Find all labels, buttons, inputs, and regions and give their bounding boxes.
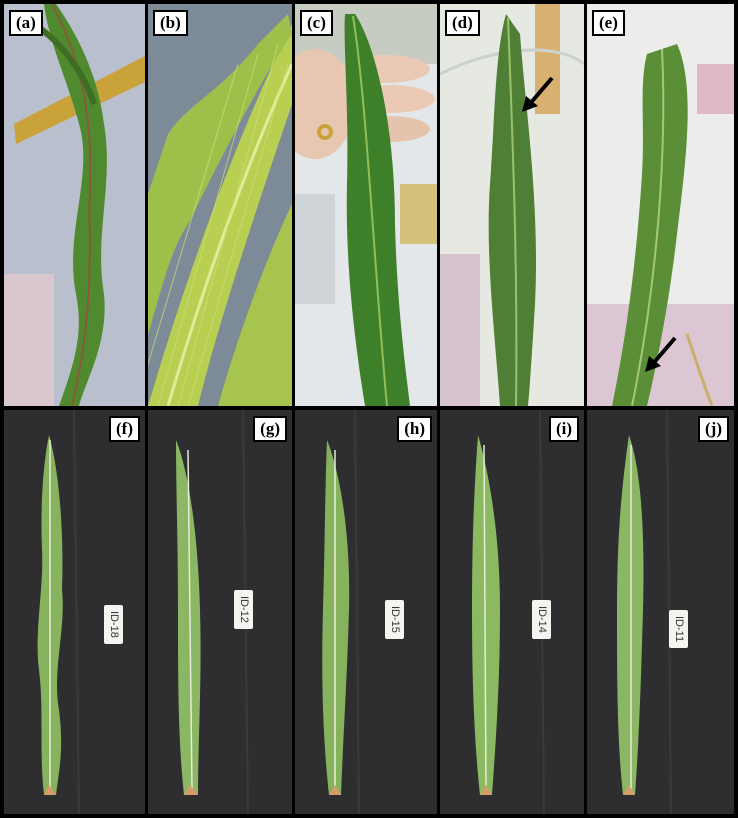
panel-i-photo: ID-14 (i) [440,410,584,814]
panel-label: (i) [548,416,579,442]
panel-label: (a) [9,10,43,36]
arrow-icon [645,336,677,372]
panel-label: (h) [397,416,432,442]
panel-h-photo: ID-15 (h) [295,410,437,814]
sample-id-tag: ID-15 [385,600,404,639]
panel-label: (f) [109,416,140,442]
leaf-photo [4,410,145,814]
leaf-photo [587,4,734,406]
leaf-photo [440,410,584,814]
panel-label: (c) [300,10,333,36]
panel-a-photo: (a) [4,4,145,406]
leaf-photo [148,4,292,406]
panel-c-photo: (c) [295,4,437,406]
leaf-photo [587,410,734,814]
sample-id-tag: ID-14 [532,600,551,639]
panel-e-photo: (e) [587,4,734,406]
leaf-photo [295,4,437,406]
arrow-icon [522,76,554,112]
panel-j-photo: ID-11 (j) [587,410,734,814]
leaf-photo [4,4,145,406]
leaf-photo [148,410,292,814]
leaf-photo [295,410,437,814]
panel-d-photo: (d) [440,4,584,406]
panel-f-photo: ID-18 (f) [4,410,145,814]
panel-label: (d) [445,10,480,36]
sample-id-tag: ID-11 [669,610,688,649]
panel-label: (b) [153,10,188,36]
panel-label: (e) [592,10,625,36]
panel-label: (j) [698,416,729,442]
leaf-photo [440,4,584,406]
sample-id-tag: ID-18 [104,605,123,644]
panel-label: (g) [253,416,287,442]
panel-b-photo: (b) [148,4,292,406]
sample-id-tag: ID-12 [234,590,253,629]
panel-g-photo: ID-12 (g) [148,410,292,814]
